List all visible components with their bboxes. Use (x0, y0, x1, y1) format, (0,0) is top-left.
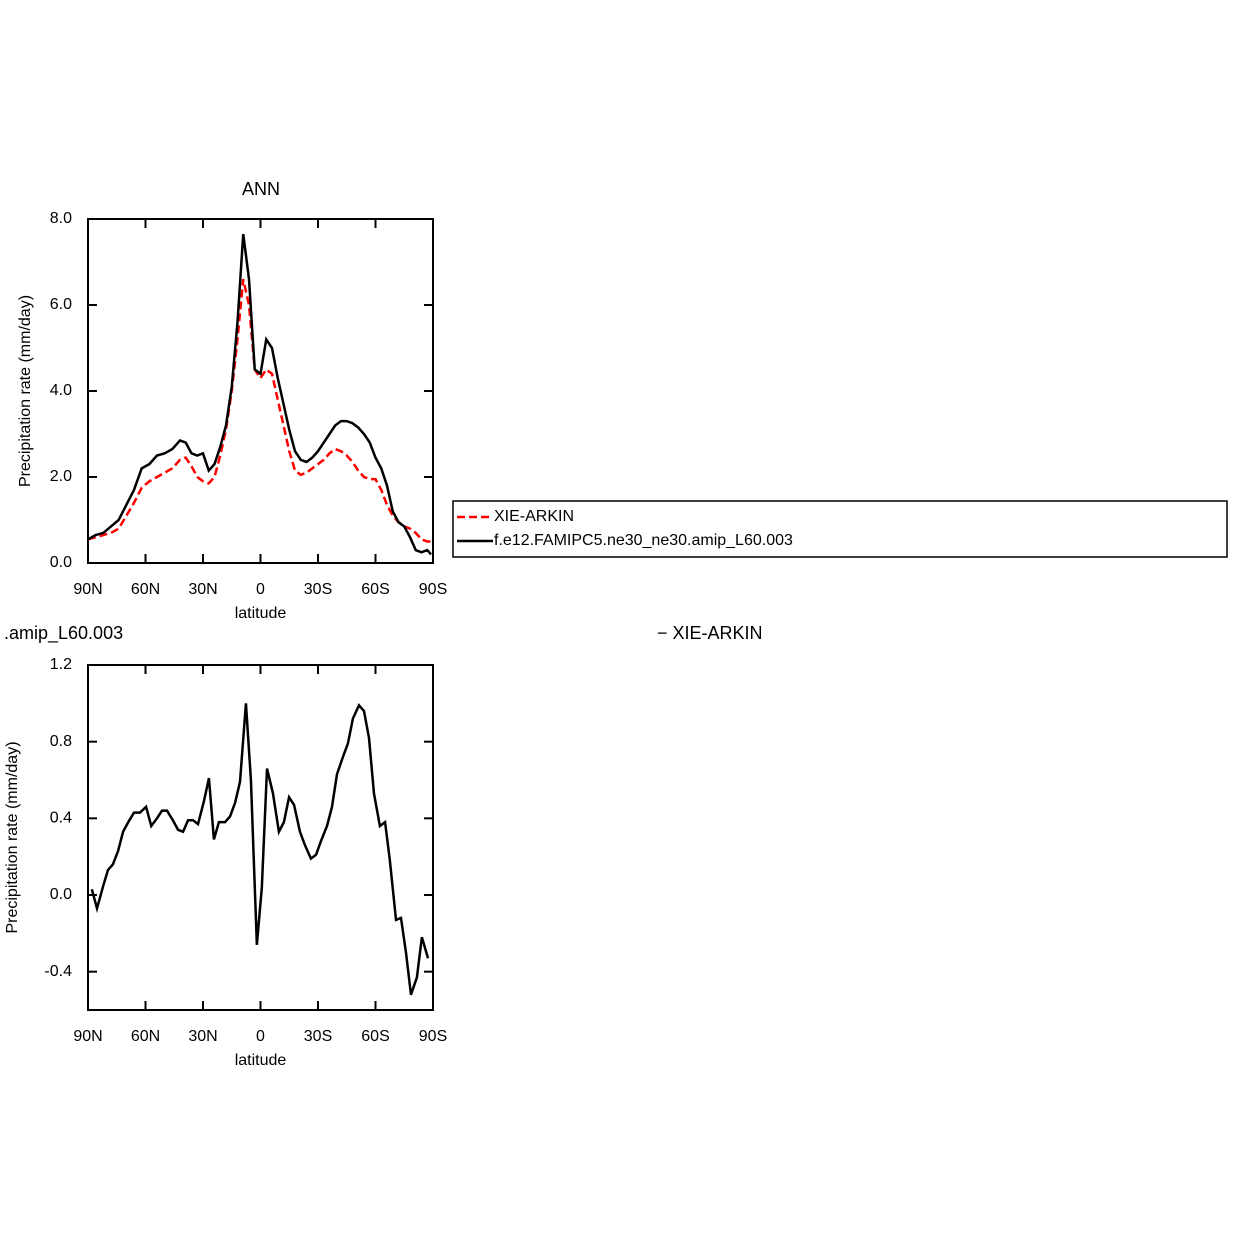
x-tick-label: 90S (419, 1028, 447, 1045)
data-line (90, 702, 430, 996)
x-tick-label: 30N (188, 581, 217, 598)
x-tick-label: 90S (419, 581, 447, 598)
x-tick-label: 60S (361, 1028, 389, 1045)
y-tick-label: 0.0 (50, 554, 72, 571)
y-tick-label: 8.0 (50, 210, 72, 227)
y-tick-label: 0.0 (50, 886, 72, 903)
plot-frame (87, 218, 434, 564)
x-tick-label: 30N (188, 1028, 217, 1045)
chart-title: ANN (242, 179, 280, 199)
x-tick-label: 60S (361, 581, 389, 598)
chart-title-right: − XIE-ARKIN (657, 623, 763, 643)
x-tick-label: 0 (256, 1028, 265, 1045)
y-tick-label: 1.2 (50, 656, 72, 673)
y-tick-label: 0.8 (50, 733, 72, 750)
y-tick-label: 0.4 (50, 810, 72, 827)
y-tick-label: 4.0 (50, 382, 72, 399)
x-tick-label: 30S (304, 1028, 332, 1045)
y-tick-label: 6.0 (50, 296, 72, 313)
y-axis-label: Precipitation rate (mm/day) (17, 295, 34, 487)
legend-box (452, 500, 1228, 558)
chart-title: .amip_L60.003 (4, 623, 123, 644)
x-tick-label: 0 (256, 581, 265, 598)
x-tick-label: 30S (304, 581, 332, 598)
y-tick-label: 2.0 (50, 468, 72, 485)
y-axis-label: Precipitation rate (mm/day) (4, 741, 21, 933)
data-line (87, 233, 433, 556)
plot-frame (87, 664, 434, 1011)
y-tick-label: -0.4 (44, 963, 72, 980)
x-axis-label: latitude (235, 605, 287, 622)
x-axis-label: latitude (235, 1052, 287, 1069)
legend-label: f.e12.FAMIPC5.ne30_ne30.amip_L60.003 (494, 532, 793, 549)
legend-label: XIE-ARKIN (494, 508, 574, 525)
x-tick-label: 90N (73, 1028, 102, 1045)
data-line (87, 278, 432, 543)
x-tick-label: 60N (131, 1028, 160, 1045)
x-tick-label: 90N (73, 581, 102, 598)
x-tick-label: 60N (131, 581, 160, 598)
